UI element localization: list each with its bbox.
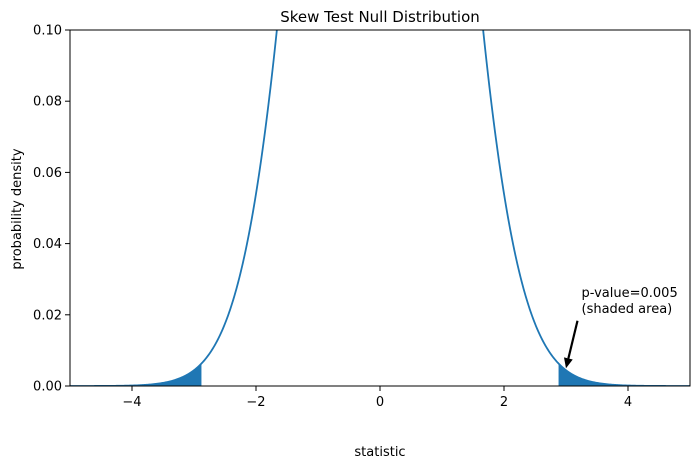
shaded-regions (70, 363, 690, 386)
chart-title: Skew Test Null Distribution (280, 8, 480, 26)
x-axis-ticks: −4 −2 0 2 4 (122, 386, 632, 410)
y-tick-label: 0.00 (33, 380, 62, 395)
shaded-tail-left (70, 363, 202, 386)
x-tick-label: −4 (122, 395, 141, 410)
annotation-text-line-2: (shaded area) (582, 302, 673, 317)
y-tick-label: 0.04 (33, 237, 62, 252)
y-tick-label: 0.02 (33, 308, 62, 323)
annotation-arrow (567, 320, 579, 359)
annotation-arrowhead (563, 357, 573, 369)
x-tick-label: 0 (376, 395, 384, 410)
annotation-text-line-1: p-value=0.005 (582, 286, 678, 301)
y-axis-ticks: 0.00 0.02 0.04 0.06 0.08 0.10 (33, 24, 70, 395)
y-tick-label: 0.10 (33, 24, 62, 39)
x-tick-label: 2 (500, 395, 508, 410)
shaded-tail-right (558, 363, 690, 386)
y-tick-label: 0.06 (33, 166, 62, 181)
plot-frame (69, 29, 691, 387)
x-tick-label: −2 (246, 395, 265, 410)
x-tick-label: 4 (624, 395, 632, 410)
p-value-annotation: p-value=0.005 (shaded area) (563, 286, 678, 369)
density-curve (70, 30, 690, 386)
y-axis-label: probability density (10, 148, 25, 269)
x-axis-label: statistic (354, 445, 405, 460)
plot-area (70, 30, 690, 386)
y-tick-label: 0.08 (33, 95, 62, 110)
